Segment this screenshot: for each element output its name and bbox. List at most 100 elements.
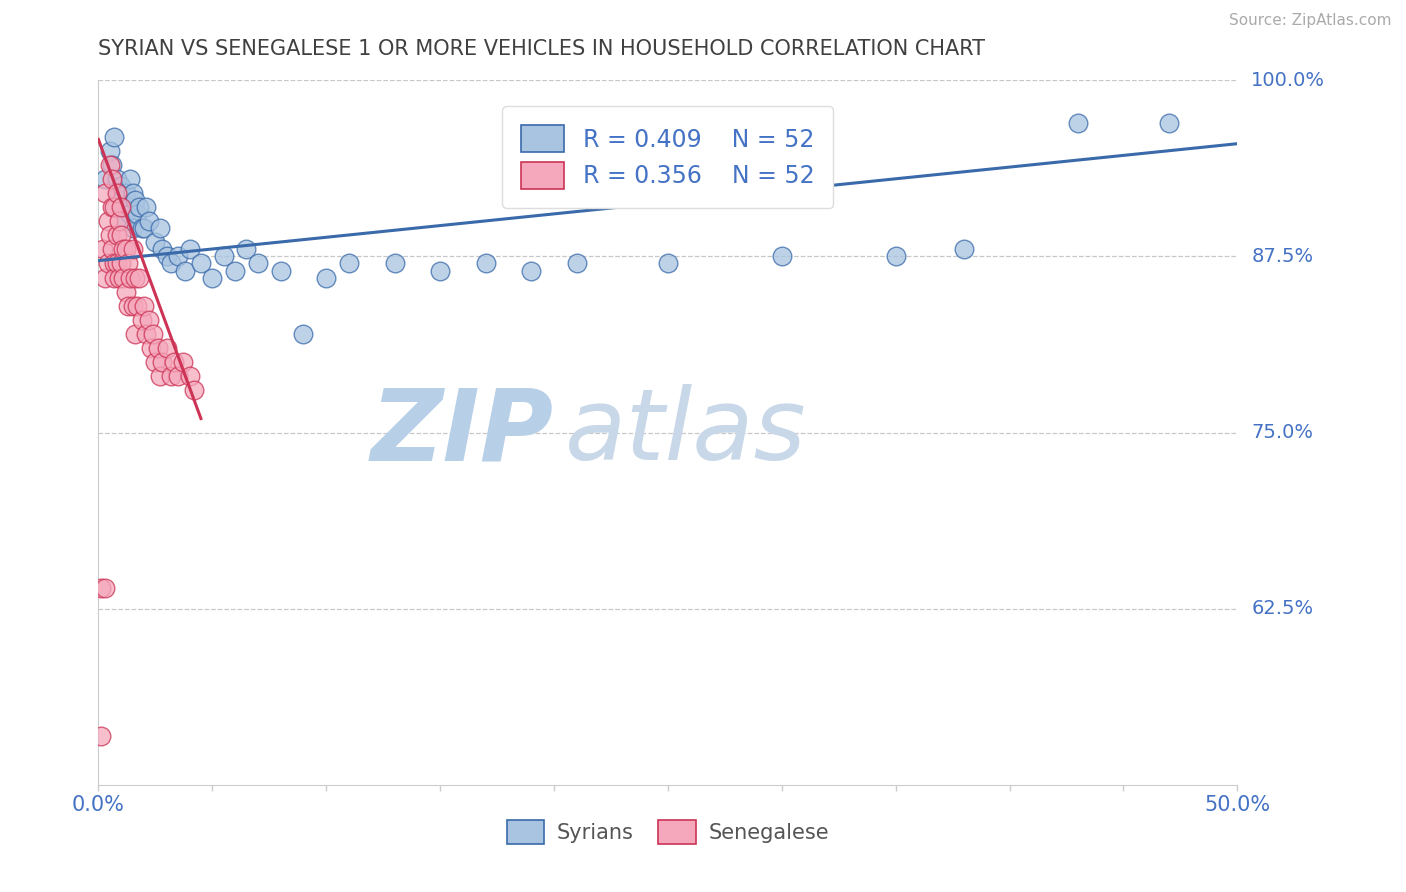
- Point: [520, 263, 543, 277]
- Point: [121, 299, 143, 313]
- Point: [224, 263, 246, 277]
- Point: [114, 285, 136, 299]
- Point: [96, 214, 118, 228]
- Point: [565, 256, 588, 270]
- Point: [337, 256, 360, 270]
- Point: [160, 256, 183, 270]
- Point: [131, 313, 153, 327]
- Point: [103, 129, 125, 144]
- Point: [156, 341, 179, 355]
- Point: [770, 250, 793, 264]
- Point: [103, 200, 125, 214]
- Text: 100.0%: 100.0%: [1251, 70, 1326, 90]
- Point: [132, 299, 155, 313]
- Point: [110, 193, 132, 207]
- Point: [160, 369, 183, 384]
- Point: [121, 243, 143, 257]
- Point: [98, 144, 121, 158]
- Point: [135, 326, 157, 341]
- Point: [98, 158, 121, 172]
- Point: [105, 186, 128, 200]
- Point: [172, 355, 194, 369]
- Text: 62.5%: 62.5%: [1251, 599, 1313, 618]
- Point: [1157, 115, 1180, 129]
- Point: [1067, 115, 1090, 129]
- Point: [145, 355, 167, 369]
- Point: [101, 172, 124, 186]
- Point: [315, 270, 337, 285]
- Point: [201, 270, 224, 285]
- Point: [167, 250, 190, 264]
- Point: [139, 341, 162, 355]
- Point: [101, 158, 124, 172]
- Point: [112, 243, 135, 257]
- Point: [98, 228, 121, 243]
- Point: [124, 193, 146, 207]
- Point: [235, 243, 257, 257]
- Point: [105, 256, 128, 270]
- Point: [114, 186, 136, 200]
- Point: [112, 200, 135, 214]
- Point: [127, 207, 149, 221]
- Point: [138, 214, 160, 228]
- Point: [135, 200, 157, 214]
- Point: [138, 313, 160, 327]
- Text: 75.0%: 75.0%: [1251, 423, 1313, 442]
- Point: [112, 270, 135, 285]
- Point: [94, 270, 117, 285]
- Point: [156, 250, 179, 264]
- Legend: Syrians, Senegalese: Syrians, Senegalese: [498, 812, 838, 852]
- Point: [953, 243, 976, 257]
- Point: [108, 270, 131, 285]
- Point: [94, 172, 117, 186]
- Point: [124, 326, 146, 341]
- Point: [120, 172, 142, 186]
- Point: [167, 369, 190, 384]
- Point: [127, 299, 149, 313]
- Point: [179, 369, 201, 384]
- Point: [94, 186, 117, 200]
- Point: [103, 256, 125, 270]
- Point: [246, 256, 269, 270]
- Point: [120, 207, 142, 221]
- Point: [117, 256, 139, 270]
- Point: [110, 200, 132, 214]
- Point: [384, 256, 406, 270]
- Point: [183, 384, 205, 398]
- Point: [884, 250, 907, 264]
- Point: [121, 186, 143, 200]
- Point: [128, 200, 150, 214]
- Point: [96, 256, 118, 270]
- Point: [90, 729, 112, 743]
- Point: [101, 200, 124, 214]
- Point: [146, 341, 169, 355]
- Point: [150, 243, 173, 257]
- Point: [108, 214, 131, 228]
- Point: [121, 221, 143, 235]
- Point: [149, 369, 172, 384]
- Point: [292, 326, 315, 341]
- Point: [105, 172, 128, 186]
- Point: [117, 299, 139, 313]
- Point: [145, 235, 167, 250]
- Point: [150, 355, 173, 369]
- Text: ZIP: ZIP: [371, 384, 554, 481]
- Text: Source: ZipAtlas.com: Source: ZipAtlas.com: [1229, 13, 1392, 29]
- Point: [124, 270, 146, 285]
- Point: [212, 250, 235, 264]
- Point: [174, 263, 197, 277]
- Point: [179, 243, 201, 257]
- Point: [110, 178, 132, 194]
- Point: [105, 228, 128, 243]
- Point: [190, 256, 212, 270]
- Point: [94, 581, 117, 595]
- Point: [149, 221, 172, 235]
- Point: [657, 256, 679, 270]
- Point: [120, 270, 142, 285]
- Point: [474, 256, 496, 270]
- Point: [110, 256, 132, 270]
- Point: [142, 326, 165, 341]
- Point: [114, 243, 136, 257]
- Text: 87.5%: 87.5%: [1251, 247, 1313, 266]
- Point: [91, 243, 114, 257]
